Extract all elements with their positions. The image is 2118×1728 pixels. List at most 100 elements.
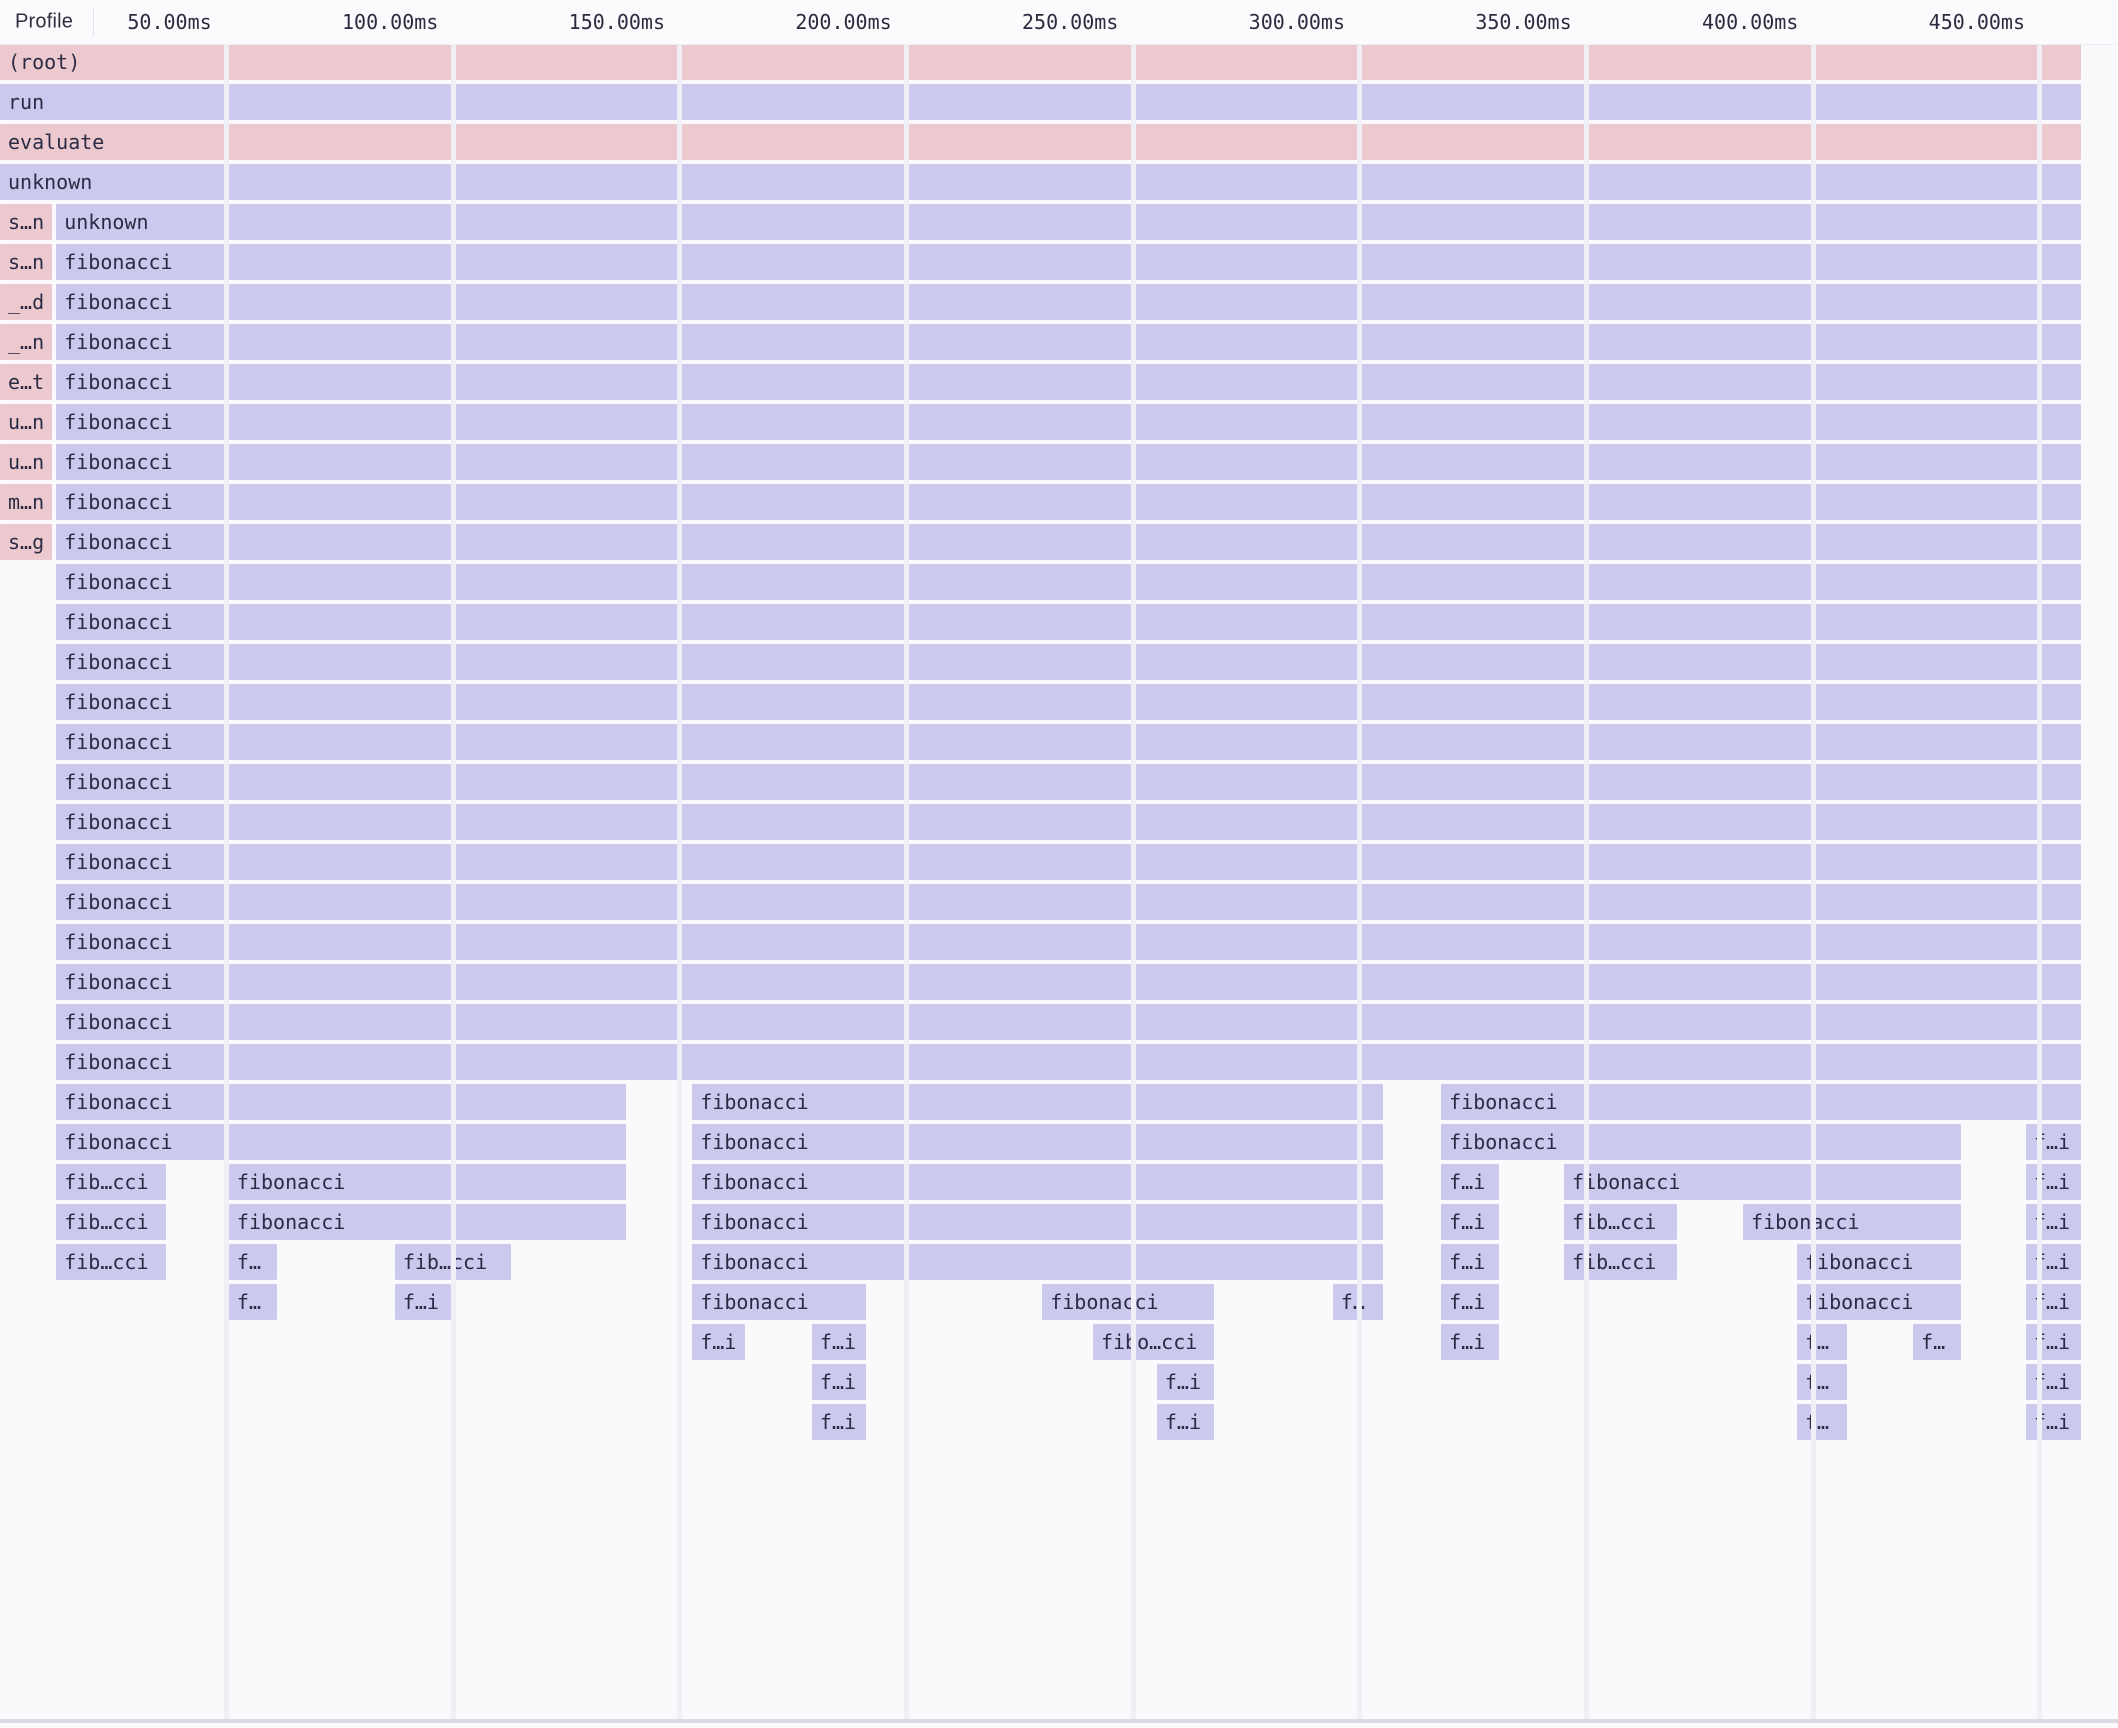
time-gridline bbox=[2037, 44, 2043, 1719]
flame-frame[interactable]: fibonacci bbox=[56, 964, 2082, 1000]
flame-frame[interactable]: s…n bbox=[0, 244, 53, 280]
flame-frame[interactable]: fibonacci bbox=[692, 1284, 867, 1320]
flame-frame[interactable]: m…n bbox=[0, 484, 53, 520]
flame-frame[interactable]: unknown bbox=[0, 164, 2082, 200]
flame-frame[interactable]: fibonacci bbox=[56, 524, 2082, 560]
flame-frame[interactable]: f…i bbox=[692, 1324, 746, 1360]
flame-frame[interactable]: fibonacci bbox=[56, 564, 2082, 600]
flame-frame[interactable]: fibonacci bbox=[692, 1164, 1384, 1200]
time-tick-label: 200.00ms bbox=[795, 10, 892, 34]
flame-frame[interactable]: fibonacci bbox=[56, 884, 2082, 920]
flame-frame[interactable]: fibonacci bbox=[56, 284, 2082, 320]
flame-frame[interactable]: fibonacci bbox=[56, 244, 2082, 280]
flame-frame[interactable]: u…n bbox=[0, 444, 53, 480]
profile-label: Profile bbox=[15, 10, 74, 33]
time-gridline bbox=[1357, 44, 1363, 1719]
flame-frame[interactable]: fibonacci bbox=[1441, 1124, 1962, 1160]
flame-frame[interactable]: f…i bbox=[1441, 1164, 1500, 1200]
time-gridline bbox=[677, 44, 683, 1719]
flame-frame[interactable]: (root) bbox=[0, 44, 2082, 80]
flame-frame[interactable]: f…i bbox=[1441, 1284, 1500, 1320]
flame-frame[interactable]: fibonacci bbox=[1563, 1164, 1962, 1200]
flame-frame[interactable]: f… bbox=[228, 1244, 277, 1280]
flame-frame[interactable]: fibonacci bbox=[692, 1084, 1384, 1120]
flame-frame[interactable]: unknown bbox=[56, 204, 2082, 240]
time-tick-label: 400.00ms bbox=[1701, 10, 1799, 34]
flame-frame[interactable]: fibonacci bbox=[56, 684, 2082, 720]
flame-frame[interactable]: fibonacci bbox=[56, 1044, 2082, 1080]
flame-frame[interactable]: fib…cci bbox=[56, 1204, 166, 1240]
flame-frame[interactable]: f… bbox=[1797, 1404, 1848, 1440]
flame-frame[interactable]: e…t bbox=[0, 364, 53, 400]
flame-frame[interactable]: fibonacci bbox=[56, 364, 2082, 400]
flame-frame[interactable]: fibonacci bbox=[1797, 1244, 1962, 1280]
flame-frame[interactable]: fibonacci bbox=[56, 484, 2082, 520]
flame-frame[interactable]: fibonacci bbox=[56, 844, 2082, 880]
flame-frame[interactable]: evaluate bbox=[0, 124, 2082, 160]
flame-frame[interactable]: fibonacci bbox=[56, 1124, 626, 1160]
flame-frame[interactable]: fib…cci bbox=[56, 1164, 166, 1200]
flame-frame[interactable]: f…i bbox=[2025, 1364, 2082, 1400]
flame-frame[interactable]: f…i bbox=[1156, 1404, 1214, 1440]
flame-frame[interactable]: fibonacci bbox=[228, 1204, 626, 1240]
flame-frame[interactable]: s…g bbox=[0, 524, 53, 560]
flame-frame[interactable]: f…i bbox=[1441, 1324, 1500, 1360]
flame-frame[interactable]: s…n bbox=[0, 204, 53, 240]
flame-frame[interactable]: _…n bbox=[0, 324, 53, 360]
flame-frame[interactable]: fibonacci bbox=[1042, 1284, 1214, 1320]
flame-frame[interactable]: f…i bbox=[2025, 1204, 2082, 1240]
flame-frame[interactable]: f…i bbox=[1156, 1364, 1214, 1400]
ruler-separator bbox=[93, 8, 94, 36]
flame-frame[interactable]: u…n bbox=[0, 404, 53, 440]
flame-frame[interactable]: f…i bbox=[2025, 1284, 2082, 1320]
flame-frame[interactable]: f… bbox=[1797, 1364, 1848, 1400]
flame-frame[interactable]: run bbox=[0, 84, 2082, 120]
flame-frame[interactable]: _…d bbox=[0, 284, 53, 320]
flame-frame[interactable]: f…i bbox=[2025, 1124, 2082, 1160]
flame-frame[interactable]: f…i bbox=[811, 1364, 867, 1400]
flame-frame[interactable]: f… bbox=[228, 1284, 277, 1320]
flame-frame[interactable]: fibonacci bbox=[56, 804, 2082, 840]
flame-frame[interactable]: f…i bbox=[2025, 1244, 2082, 1280]
flame-frame[interactable]: fibonacci bbox=[228, 1164, 626, 1200]
flame-frame[interactable]: f…i bbox=[811, 1324, 867, 1360]
time-ruler: Profile 50.00ms 100.00ms 150.00ms 200.00ms 2… bbox=[0, 0, 2118, 45]
time-tick-label: 50.00ms bbox=[127, 10, 212, 34]
time-tick-label: 250.00ms bbox=[1021, 10, 1119, 34]
flame-frame[interactable]: fibonacci bbox=[56, 724, 2082, 760]
flame-frame[interactable]: f…i bbox=[811, 1404, 867, 1440]
flame-frame[interactable]: fib…cci bbox=[1563, 1244, 1678, 1280]
flame-frame[interactable]: fibonacci bbox=[692, 1244, 1384, 1280]
time-gridline bbox=[1130, 44, 1136, 1719]
flame-frame[interactable]: fibo…cci bbox=[1092, 1324, 1214, 1360]
flame-frame[interactable]: fib…cci bbox=[1563, 1204, 1678, 1240]
flame-frame[interactable]: fibonacci bbox=[1797, 1284, 1962, 1320]
flame-frame[interactable]: fibonacci bbox=[56, 764, 2082, 800]
flame-frame[interactable]: f…i bbox=[2025, 1164, 2082, 1200]
flame-frame[interactable]: fibonacci bbox=[692, 1124, 1384, 1160]
flame-frame[interactable]: fibonacci bbox=[56, 404, 2082, 440]
flame-frame[interactable]: f…i bbox=[394, 1284, 451, 1320]
flame-frame[interactable]: f…i bbox=[1441, 1244, 1500, 1280]
time-tick-label: 300.00ms bbox=[1248, 10, 1345, 34]
flame-frame[interactable]: fibonacci bbox=[692, 1204, 1384, 1240]
time-gridline bbox=[450, 44, 456, 1719]
flame-frame[interactable]: fibonacci bbox=[56, 644, 2082, 680]
flame-frame[interactable]: fib…cci bbox=[56, 1244, 166, 1280]
flame-frame[interactable]: fibonacci bbox=[56, 1004, 2082, 1040]
flame-frame[interactable]: fibonacci bbox=[56, 444, 2082, 480]
flame-frame[interactable]: fibonacci bbox=[1743, 1204, 1962, 1240]
flame-frame[interactable]: f… bbox=[1913, 1324, 1962, 1360]
flame-frame[interactable]: fibonacci bbox=[56, 604, 2082, 640]
flame-frame[interactable]: f…i bbox=[2025, 1324, 2082, 1360]
flame-frame[interactable]: fibonacci bbox=[56, 924, 2082, 960]
flame-frame[interactable]: fibonacci bbox=[56, 1084, 626, 1120]
flame-frame[interactable]: f… bbox=[1797, 1324, 1848, 1360]
time-tick-label: 350.00ms bbox=[1475, 10, 1572, 34]
flame-frame[interactable]: fibonacci bbox=[1441, 1084, 2082, 1120]
flame-frame[interactable]: f…i bbox=[1441, 1204, 1500, 1240]
flame-frame[interactable]: f…i bbox=[2025, 1404, 2082, 1440]
flame-frame[interactable]: fibonacci bbox=[56, 324, 2082, 360]
time-tick-label: 150.00ms bbox=[568, 10, 665, 34]
